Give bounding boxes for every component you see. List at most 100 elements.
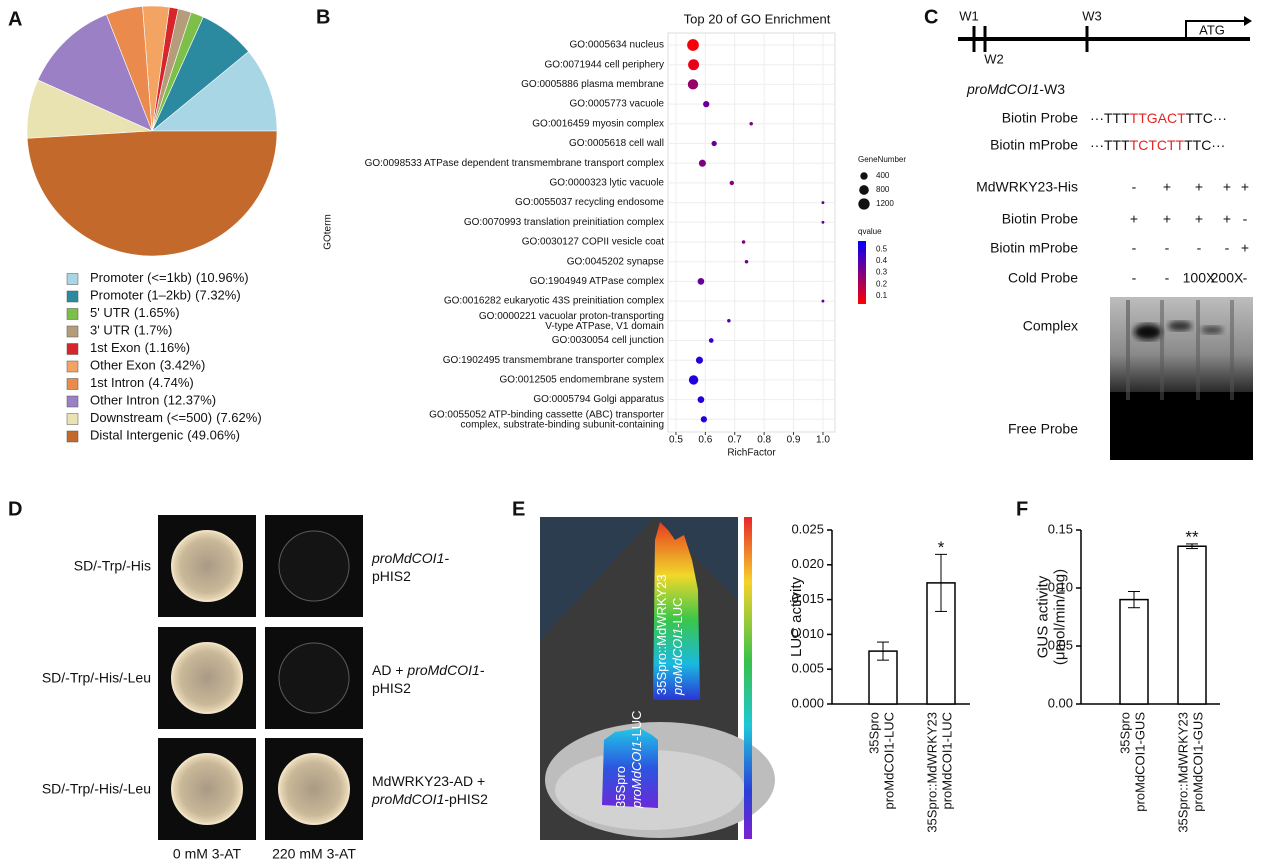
lane-cell: + (1130, 211, 1138, 227)
bar (1177, 545, 1207, 705)
y-tick-label: GO:0012505 endomembrane system (499, 375, 664, 386)
y-tick-label: GO:0000221 vacuolar proton-transporting V… (479, 310, 664, 331)
label-line: pHIS2 (372, 680, 411, 696)
x-tick-label: 35SproproMdCOI1-GUS (1118, 712, 1148, 812)
x-tick-label: 1.0 (816, 435, 830, 446)
legend-value: (7.62%) (216, 410, 262, 425)
legend-swatch (66, 360, 79, 373)
legend-swatch (66, 378, 79, 390)
significance: ** (1185, 527, 1199, 546)
point (697, 278, 705, 285)
size-key (859, 185, 869, 195)
tss-arrowhead (1244, 16, 1252, 26)
legend-swatch (66, 290, 79, 303)
y-tick-label: GO:1902495 transmembrane transporter com… (443, 355, 664, 366)
point (700, 416, 708, 423)
size-key (860, 172, 868, 180)
legend-label: Distal Intergenic (90, 428, 184, 443)
legend-swatch (66, 430, 79, 443)
lane-cell: - (1132, 240, 1137, 256)
legend-value: (49.06%) (187, 428, 240, 443)
label-segment: -LUC (670, 597, 685, 627)
color-tick-label: 0.2 (876, 279, 888, 288)
legend-label: Promoter (<=1kb) (90, 270, 192, 285)
legend-value: (1.7%) (134, 323, 172, 338)
x-tick-label: 0.6 (698, 435, 712, 446)
label-segment: 35Spro (613, 766, 628, 808)
point (688, 375, 699, 385)
legend-entry: 3' UTR (1.7%) (90, 323, 172, 338)
sequence-part: ···TTT (1090, 137, 1130, 153)
bar (1119, 598, 1149, 705)
legend-entry: Promoter (<=1kb) (10.96%) (90, 270, 249, 285)
lane-cell: - (1225, 240, 1230, 256)
y-axis-label: GUS activity(μmol/min/mg) (1034, 569, 1068, 665)
sequence-part: ···TTT (1090, 110, 1130, 126)
point (687, 79, 699, 90)
legend-label: Other Exon (90, 358, 156, 373)
label-segment: -LUC (629, 710, 644, 740)
pie-slice (26, 130, 278, 257)
lane-cell: - (1132, 179, 1137, 195)
point (741, 240, 746, 244)
luc-image (540, 517, 775, 840)
pie-slice (151, 51, 278, 132)
site-label: W1 (959, 8, 979, 23)
color-tick-label: 0.1 (876, 291, 888, 300)
label-line: pHIS2 (372, 568, 411, 584)
panel-letter: B (316, 6, 330, 28)
point (703, 100, 710, 108)
label-segment: 35Spro::MdWRKY23 (654, 574, 669, 695)
y-tick-label: GO:0070993 translation preinitiation com… (464, 217, 664, 228)
lane-cell: + (1241, 179, 1249, 195)
label-segment: proMdCOI1- (371, 550, 449, 566)
y-tick-label: GO:0016282 eukaryotic 43S preinitiation … (444, 296, 664, 307)
y-tick-label: GO:0005886 plasma membrane (521, 79, 664, 90)
legend-value: (4.74%) (148, 375, 194, 390)
label-segment: -W3 (1039, 81, 1065, 97)
sequence-part: TTGACT (1130, 110, 1186, 126)
label-segment: pHIS2 (372, 568, 411, 584)
label-segment: pHIS2 (372, 680, 411, 696)
legend-entry: Downstream (<=500) (7.62%) (90, 410, 262, 425)
point (708, 338, 714, 343)
legend-swatch (66, 413, 79, 425)
x-tick-label: 0.5 (669, 435, 683, 446)
lane-cell: + (1241, 240, 1249, 256)
legend-entry: Promoter (1–2kb) (7.32%) (90, 288, 241, 303)
probe-name: Biotin mProbe (990, 137, 1078, 153)
label-line: proMdCOI1-LUC (629, 710, 644, 809)
y-tick-label: 0.010 (791, 626, 824, 641)
color-tick-label: 0.4 (876, 256, 888, 265)
construct-label: proMdCOI1-W3 (966, 81, 1065, 97)
color-tick-label: 0.5 (876, 244, 888, 253)
x-tick-label: 35Spro::MdWRKY23proMdCOI1-GUS (1176, 712, 1206, 833)
y-axis-label: GOterm (323, 214, 334, 250)
y-tick-label: GO:0055052 ATP-binding cassette (ABC) tr… (429, 409, 665, 430)
legend-swatch (66, 308, 79, 320)
point (687, 39, 699, 51)
lane-row-label: MdWRKY23-His (976, 179, 1078, 195)
probe-name: Biotin Probe (1002, 110, 1078, 126)
y-tick-label: GO:0030127 COPII vesicle coat (522, 237, 665, 248)
legend-swatch (66, 343, 79, 355)
legend-label: 3' UTR (90, 323, 130, 338)
y-tick-label: GO:0005773 vacuole (569, 99, 664, 110)
lane-cell: - (1165, 240, 1170, 256)
lane-cell: + (1223, 179, 1231, 195)
gel-image (1110, 297, 1253, 460)
colony-growth (278, 753, 350, 825)
significance: * (938, 538, 945, 557)
lane-cell: + (1223, 211, 1231, 227)
y-tick-label: 0.05 (1048, 637, 1073, 652)
treatment-label: 220 mM 3-AT (272, 846, 356, 862)
colony-empty (278, 530, 350, 602)
y-tick-label: 0.005 (791, 661, 824, 676)
probe-sequence: ···TTTTCTCTTTTC··· (1090, 137, 1225, 153)
lane-cell: + (1163, 211, 1171, 227)
y-tick-label: GO:0045202 synapse (567, 256, 665, 267)
colony-empty (278, 642, 350, 714)
panel-letter: C (924, 6, 938, 28)
y-tick-label: GO:0098533 ATPase dependent transmembran… (365, 158, 664, 169)
legend-value: (7.32%) (195, 288, 241, 303)
